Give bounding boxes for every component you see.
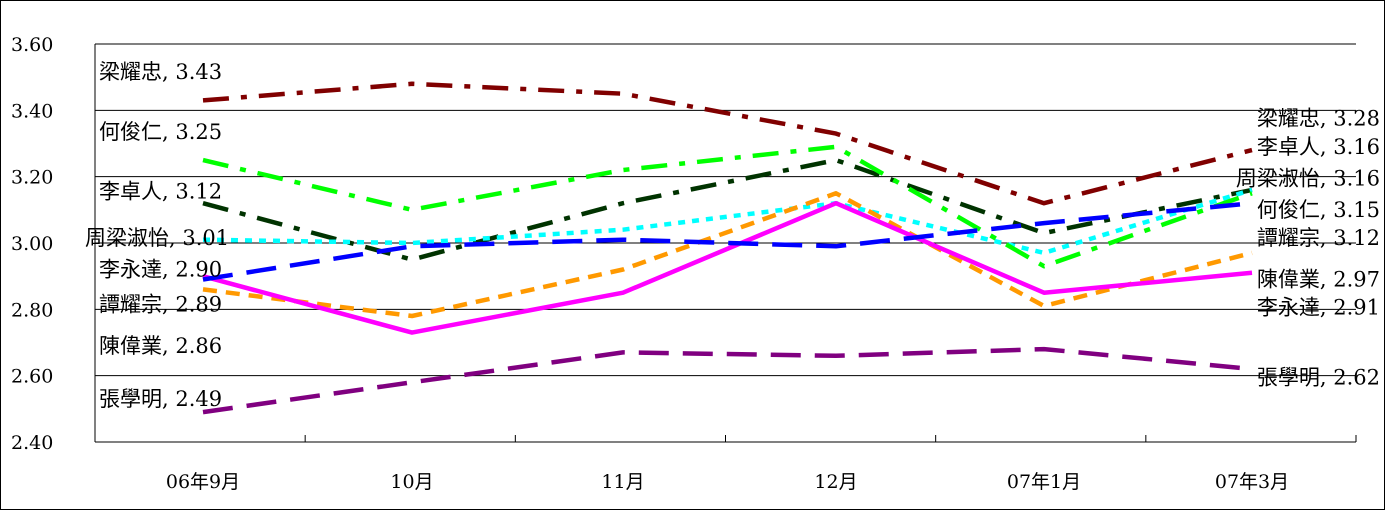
series-line: [202, 157, 1253, 262]
data-label: 周梁淑怡, 3.01: [85, 226, 229, 250]
data-label: 張學明, 2.49: [99, 387, 222, 411]
data-label: 李卓人, 3.16: [1257, 135, 1380, 159]
data-label: 周梁淑怡, 3.16: [1236, 166, 1380, 190]
data-labels: 梁耀忠, 3.43 何俊仁, 3.25 李卓人, 3.12 周梁淑怡, 3.01 李永達…: [85, 60, 1380, 411]
data-label: 梁耀忠, 3.28: [1257, 107, 1380, 131]
y-tick-label: 3.20: [11, 167, 53, 189]
series-line: [202, 191, 1253, 319]
y-tick-label: 3.00: [11, 233, 53, 255]
data-label: 李永達, 2.90: [99, 258, 222, 282]
data-label: 陳偉業, 2.86: [99, 334, 222, 358]
y-tick-label: 3.40: [11, 100, 53, 122]
data-label: 譚耀宗, 2.89: [99, 292, 222, 316]
series-line: [202, 346, 1253, 415]
data-label: 李卓人, 3.12: [99, 180, 222, 204]
x-tick-label: 10月: [390, 471, 433, 493]
series-lines: [202, 81, 1253, 415]
x-tick-label: 12月: [814, 471, 857, 493]
data-label: 何俊仁, 3.25: [99, 120, 222, 144]
data-label: 陳偉業, 2.97: [1257, 267, 1380, 291]
y-tick-label: 2.40: [11, 432, 53, 454]
series-line: [202, 200, 1253, 335]
data-label: 梁耀忠, 3.43: [99, 60, 222, 84]
data-label: 何俊仁, 3.15: [1257, 198, 1380, 222]
series-line: [202, 187, 1253, 256]
y-tick-label: 2.60: [11, 366, 53, 388]
y-tick-label: 3.60: [11, 34, 53, 56]
series-line: [202, 81, 1253, 206]
data-label: 譚耀宗, 3.12: [1257, 226, 1380, 250]
x-tick-label: 07年1月: [1007, 471, 1081, 493]
axes: 2.40 2.60 2.80 3.00 3.20 3.40 3.60 06年9月 10月 11月 1…: [11, 34, 1357, 493]
data-label: 李永達, 2.91: [1257, 296, 1380, 320]
series-line: [202, 144, 1253, 269]
y-tick-label: 2.80: [11, 299, 53, 321]
series-line: [202, 200, 1253, 282]
x-tick-label: 07年3月: [1215, 471, 1289, 493]
data-label: 張學明, 2.62: [1257, 365, 1380, 389]
x-tick-label: 06年9月: [166, 471, 240, 493]
x-tick-label: 11月: [601, 471, 644, 493]
